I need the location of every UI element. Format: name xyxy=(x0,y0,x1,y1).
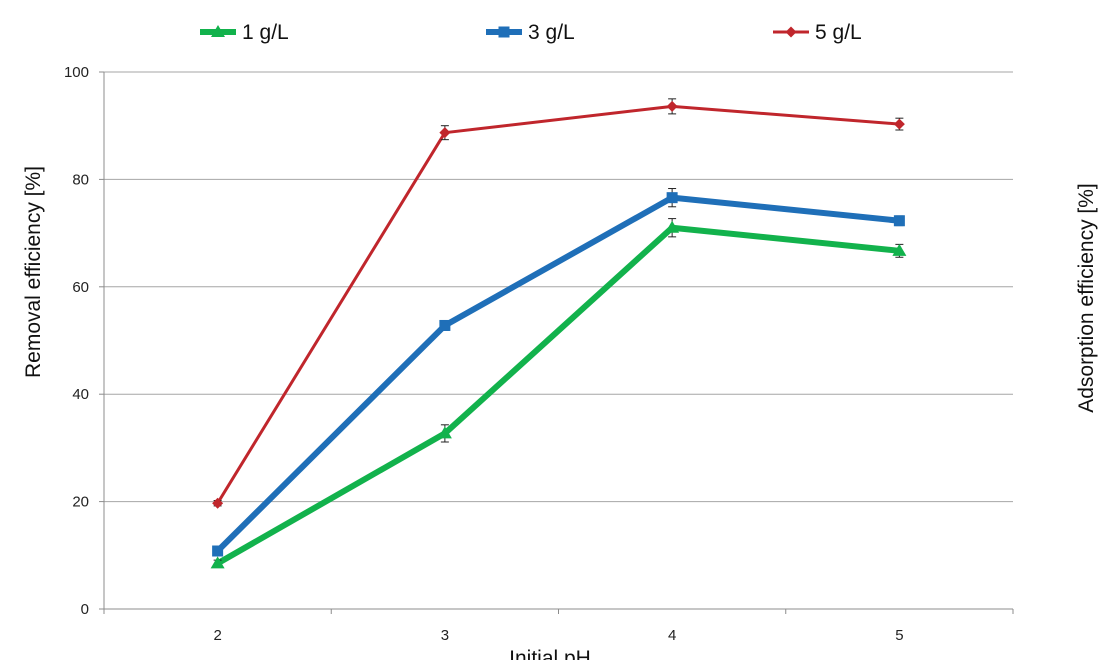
y-tick-label: 100 xyxy=(64,64,89,81)
data-point xyxy=(212,497,224,509)
x-tick-label: 3 xyxy=(441,627,449,644)
series-2 xyxy=(212,188,905,557)
series xyxy=(210,98,907,569)
y-tick-labels: 0 20 40 60 80 100 xyxy=(64,64,89,618)
data-point xyxy=(893,118,905,130)
y-tick-label: 40 xyxy=(72,386,89,403)
y-tick-label: 60 xyxy=(72,279,89,296)
legend: 1 g/L 3 g/L 5 g/L xyxy=(200,21,862,44)
data-point xyxy=(893,215,905,227)
legend-item: 1 g/L xyxy=(200,21,289,44)
legend-item: 3 g/L xyxy=(486,21,575,44)
series-line xyxy=(216,224,900,566)
data-point xyxy=(212,545,224,557)
data-point xyxy=(437,426,452,439)
y-axis-title: Removal efficiency [%] xyxy=(22,166,45,378)
series-line xyxy=(216,104,900,504)
legend-marker xyxy=(498,26,510,38)
x-tick-label: 5 xyxy=(895,627,903,644)
legend-label: 3 g/L xyxy=(528,21,575,44)
legend-label: 5 g/L xyxy=(815,21,862,44)
series-1 xyxy=(210,218,907,569)
series-3 xyxy=(212,98,905,509)
legend-marker xyxy=(785,26,797,38)
x-tick-label: 2 xyxy=(213,627,221,644)
data-point xyxy=(892,243,907,256)
series-line xyxy=(215,194,900,554)
axes xyxy=(99,71,1014,614)
legend-item: 5 g/L xyxy=(773,21,862,44)
y-tick-label: 80 xyxy=(72,171,89,188)
y2-axis-title: Adsorption efficiency [%] xyxy=(1075,183,1098,413)
data-point xyxy=(666,100,678,112)
y-tick-label: 20 xyxy=(72,494,89,511)
data-point xyxy=(666,192,678,204)
data-point xyxy=(210,556,225,569)
y-tick-label: 0 xyxy=(81,601,89,618)
gridlines xyxy=(104,71,1013,503)
x-axis-title: Initial pH xyxy=(509,647,591,660)
x-tick-labels: 2 3 4 5 xyxy=(213,627,903,644)
legend-marker xyxy=(211,25,225,37)
x-tick-label: 4 xyxy=(668,627,676,644)
legend-label: 1 g/L xyxy=(242,21,289,44)
data-point xyxy=(439,319,451,331)
data-point xyxy=(439,127,451,139)
data-point xyxy=(665,220,680,233)
